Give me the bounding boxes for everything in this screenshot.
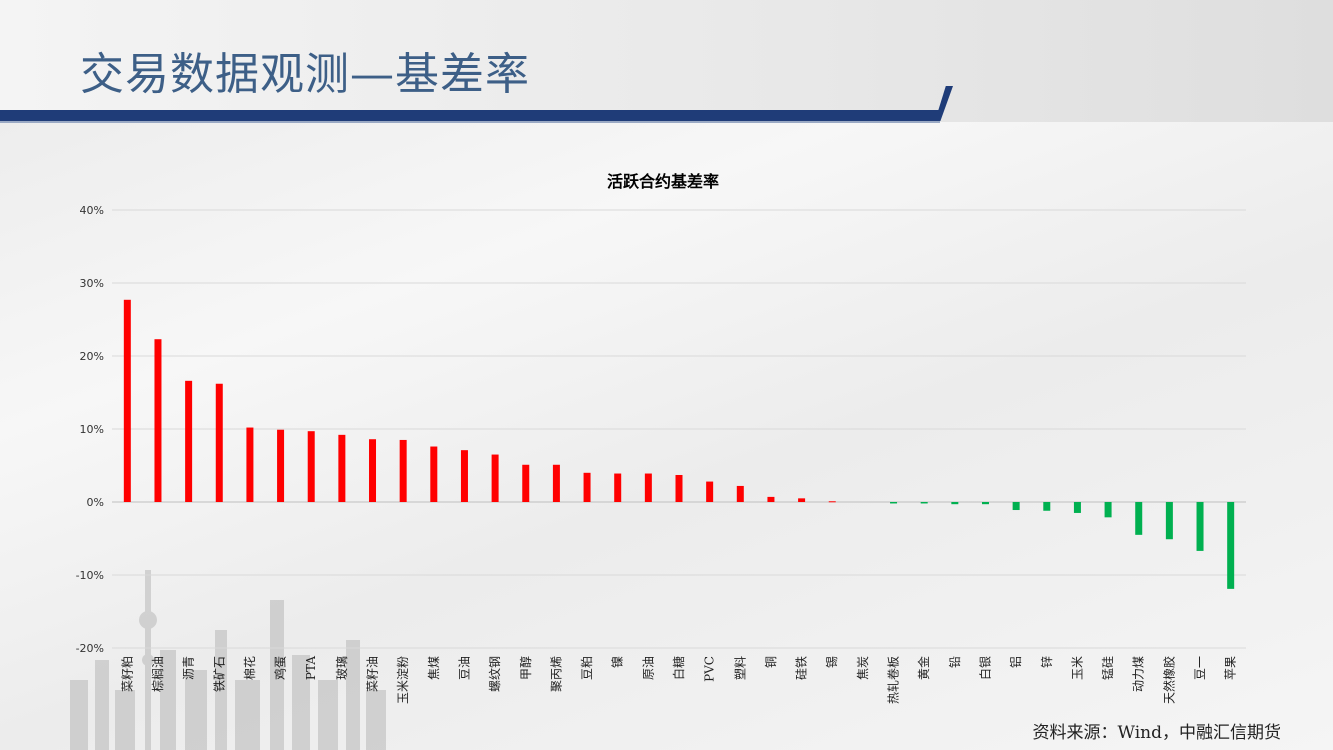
x-category-label: 甲醇	[518, 656, 533, 680]
header-band	[0, 0, 1333, 122]
bar-24	[828, 501, 836, 503]
x-category-label: 焦炭	[856, 656, 870, 680]
bar-28	[951, 502, 959, 505]
bar-9	[369, 439, 377, 502]
title-underline-bar	[0, 110, 940, 121]
bar-18	[644, 473, 652, 502]
bar-7	[307, 431, 315, 502]
x-category-label: 沥青	[182, 656, 196, 680]
x-category-label: 玉米	[1070, 656, 1084, 680]
bar-17	[614, 473, 622, 502]
x-category-label: 焦煤	[427, 656, 441, 680]
bar-12	[460, 450, 468, 502]
x-category-label: 豆一	[1193, 656, 1207, 680]
bar-3	[185, 380, 193, 502]
bar-20	[706, 481, 714, 502]
x-category-label: 豆油	[457, 656, 471, 680]
bar-19	[675, 474, 683, 502]
bar-14	[522, 464, 530, 502]
bar-5	[246, 427, 254, 502]
x-category-label: 棕榈油	[150, 656, 165, 692]
x-category-label: 黄金	[916, 656, 931, 680]
chart-title: 活跃合约基差率	[607, 172, 719, 191]
y-tick-label: 10%	[80, 423, 104, 436]
x-category-label: 铜	[763, 656, 778, 668]
bar-30	[1012, 502, 1020, 511]
bar-21	[736, 485, 744, 502]
y-tick-label: -10%	[76, 569, 104, 582]
x-category-label: 硅铁	[795, 656, 809, 680]
bar-8	[338, 434, 346, 502]
y-tick-label: 30%	[80, 277, 104, 290]
y-tick-label: -20%	[76, 642, 104, 655]
bar-22	[767, 496, 775, 502]
x-category-label: 塑料	[732, 656, 747, 680]
x-category-label: 动力煤	[1132, 656, 1146, 692]
bar-33	[1104, 502, 1112, 518]
bar-11	[430, 446, 438, 502]
bar-1	[123, 299, 131, 502]
y-tick-label: 20%	[80, 350, 104, 363]
x-category-label: 天然橡胶	[1161, 656, 1176, 704]
bar-15	[552, 464, 560, 502]
x-category-label: 锡	[824, 656, 839, 668]
y-tick-label: 0%	[87, 496, 104, 509]
bar-31	[1043, 502, 1051, 511]
bar-23	[798, 498, 806, 502]
x-category-label: 白银	[977, 656, 992, 680]
x-category-label: 白糖	[671, 656, 686, 680]
x-category-label: 菜籽粕	[119, 656, 134, 692]
x-category-label: PVC	[703, 656, 717, 682]
bar-26	[890, 502, 898, 504]
x-category-label: 镍	[611, 656, 625, 668]
bar-4	[215, 383, 223, 502]
x-category-label: 棉花	[242, 656, 257, 680]
title-underline-thin	[0, 121, 940, 123]
bar-36	[1196, 502, 1204, 551]
x-category-label: 玉米淀粉	[396, 656, 410, 704]
city-skyline-decoration	[70, 570, 386, 750]
x-category-label: 锰硅	[1100, 656, 1115, 680]
bar-27	[920, 502, 928, 504]
x-category-label: 铁矿石	[212, 656, 226, 692]
x-category-label: 豆粕	[579, 656, 594, 680]
bar-29	[981, 502, 989, 505]
x-category-label: 苹果	[1224, 656, 1238, 680]
x-category-label: 螺纹钢	[488, 656, 502, 692]
bar-32	[1073, 502, 1081, 513]
x-category-label: PTA	[304, 656, 318, 680]
bar-16	[583, 472, 591, 502]
x-category-label: 原油	[641, 656, 655, 680]
x-category-label: 菜籽油	[366, 656, 380, 692]
data-source-note: 资料来源：Wind，中融汇信期货	[1032, 723, 1281, 743]
x-category-label: 铝	[1008, 656, 1023, 668]
bar-10	[399, 439, 407, 502]
x-category-label: 铅	[948, 656, 962, 668]
x-category-label: 聚丙烯	[549, 656, 563, 692]
x-category-label: 玻璃	[335, 656, 349, 680]
x-category-label: 鸡蛋	[273, 656, 288, 680]
bar-37	[1227, 502, 1235, 589]
bar-6	[277, 429, 285, 502]
bar-13	[491, 454, 499, 502]
slide-title: 交易数据观测—基差率	[80, 49, 530, 100]
bar-2	[154, 339, 162, 502]
y-tick-label: 40%	[80, 204, 104, 217]
x-category-label: 锌	[1040, 656, 1054, 668]
bar-35	[1165, 502, 1173, 540]
x-category-label: 热轧卷板	[886, 656, 901, 704]
bar-34	[1135, 502, 1143, 535]
